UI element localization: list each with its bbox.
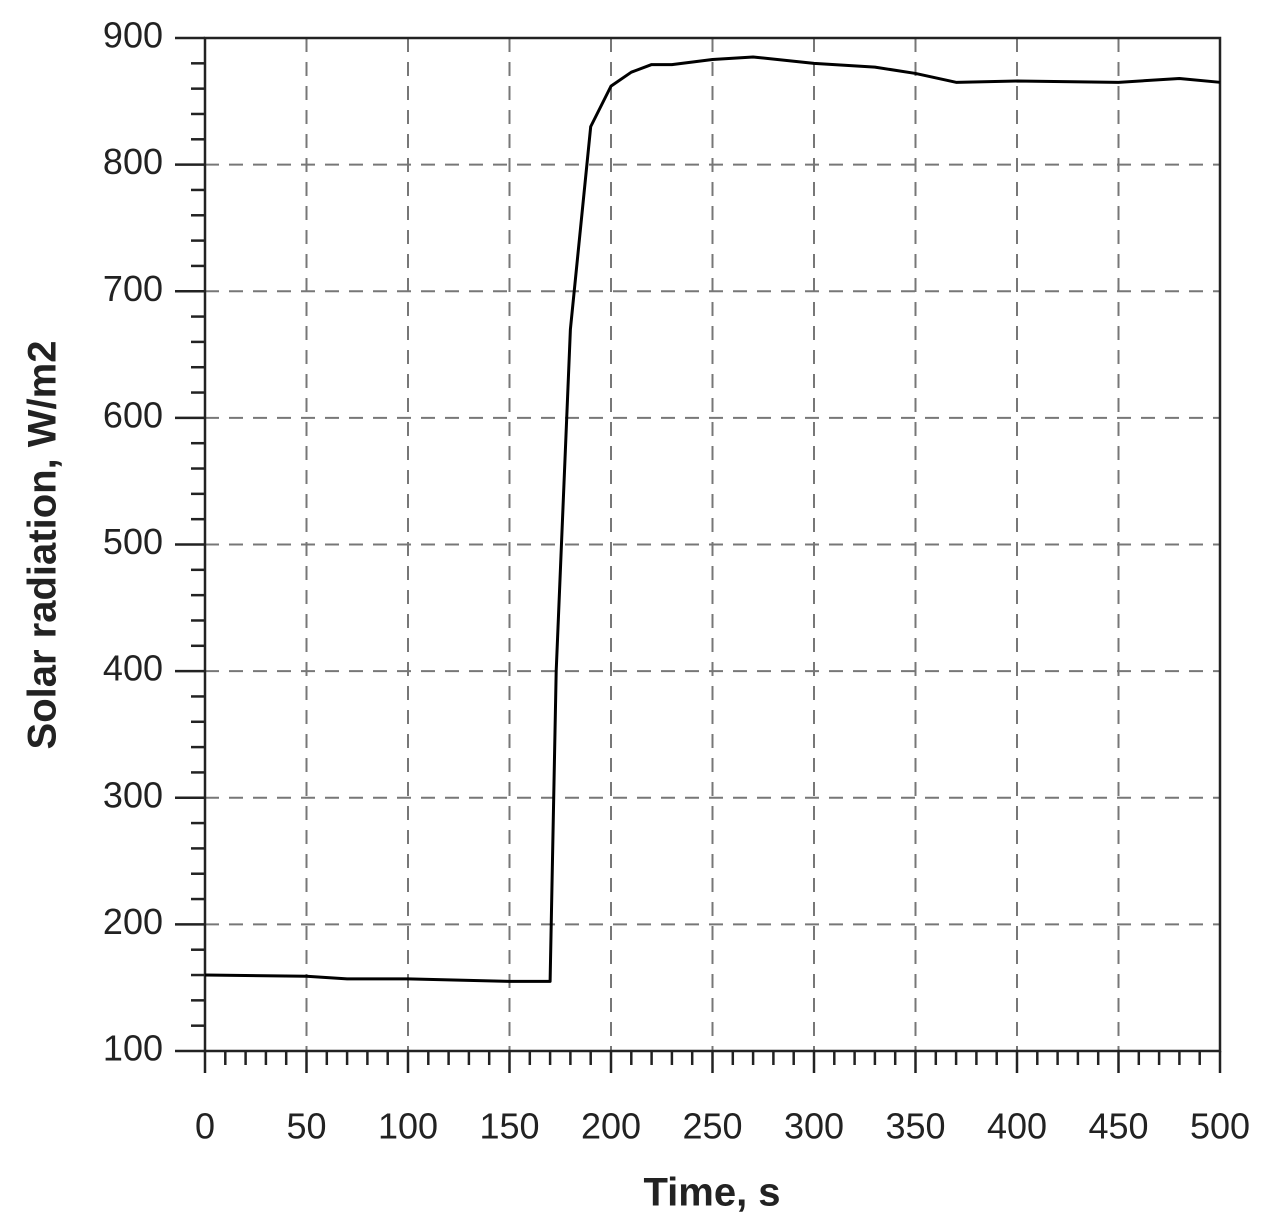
x-tick-label: 100 [378, 1106, 438, 1147]
y-tick-label: 300 [103, 774, 163, 815]
x-tick-label: 50 [286, 1106, 326, 1147]
y-tick-label: 400 [103, 648, 163, 689]
x-tick-label: 200 [581, 1106, 641, 1147]
data-line [204, 55, 1221, 983]
y-tick-label: 200 [103, 901, 163, 942]
x-tick-label: 150 [479, 1106, 539, 1147]
y-tick-label: 900 [103, 15, 163, 56]
x-tick-label: 400 [987, 1106, 1047, 1147]
x-tick-label: 450 [1088, 1106, 1148, 1147]
y-tick-label: 600 [103, 394, 163, 435]
x-tick-label: 0 [195, 1106, 215, 1147]
y-tick-label: 100 [103, 1028, 163, 1069]
x-tick-label: 300 [784, 1106, 844, 1147]
x-axis-title: Time, s [643, 1171, 780, 1215]
x-tick-label: 500 [1190, 1106, 1250, 1147]
y-tick-label: 800 [103, 141, 163, 182]
y-tick-label: 500 [103, 521, 163, 562]
x-tick-label: 350 [885, 1106, 945, 1147]
y-tick-label: 700 [103, 268, 163, 309]
y-axis-title: Solar radiation, W/m2 [21, 341, 65, 750]
plot-frame [203, 36, 1222, 1053]
x-tick-label: 250 [682, 1106, 742, 1147]
